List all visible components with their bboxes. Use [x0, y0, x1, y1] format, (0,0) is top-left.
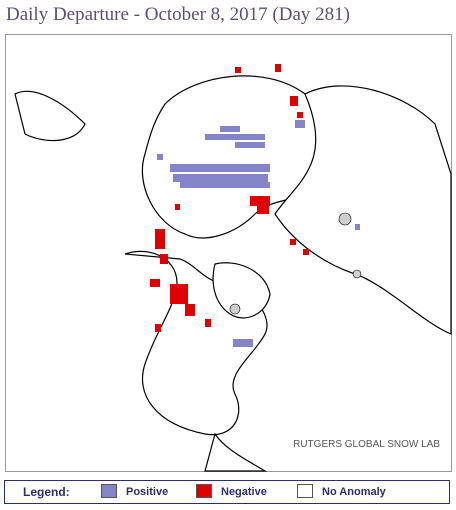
- anomaly-cell: [257, 206, 269, 214]
- anomaly-cell: [297, 112, 303, 118]
- anomaly-cell: [157, 154, 163, 160]
- anomaly-cell: [160, 254, 168, 264]
- anomaly-cell: [235, 142, 265, 148]
- anomaly-cell: [155, 229, 165, 249]
- anomaly-cell: [233, 339, 253, 347]
- anomaly-cell: [170, 284, 188, 304]
- map: RUTGERS GLOBAL SNOW LAB: [5, 34, 452, 472]
- anomaly-cell: [205, 319, 211, 327]
- anomaly-cell: [290, 239, 296, 245]
- anomaly-cell: [220, 126, 240, 132]
- anomaly-cell: [173, 174, 268, 182]
- anomaly-cell: [180, 182, 270, 188]
- anomaly-cell: [355, 224, 360, 230]
- legend-swatch: [101, 484, 117, 498]
- anomaly-cell: [155, 324, 161, 332]
- anomaly-cell: [290, 96, 298, 106]
- anomaly-cell: [303, 249, 309, 255]
- anomaly-cell: [205, 134, 265, 140]
- legend: Legend: Positive Negative No Anomaly: [4, 480, 450, 504]
- anomaly-cell: [170, 164, 270, 172]
- anomaly-cell: [150, 279, 160, 287]
- legend-text: No Anomaly: [322, 486, 386, 498]
- anomaly-cell: [250, 196, 270, 206]
- anomaly-cell: [175, 204, 180, 210]
- anomaly-cell: [295, 120, 305, 128]
- coastlines: [14, 75, 452, 472]
- anomaly-cells: [150, 64, 360, 347]
- anomaly-cell: [275, 64, 281, 72]
- legend-swatch: [196, 484, 212, 498]
- title: Daily Departure - October 8, 2017 (Day 2…: [6, 4, 350, 25]
- legend-text: Negative: [221, 486, 267, 498]
- anomaly-cell: [185, 304, 195, 316]
- lakes: [229, 212, 362, 315]
- watermark: RUTGERS GLOBAL SNOW LAB: [293, 439, 440, 450]
- legend-label: Legend:: [23, 485, 70, 499]
- anomaly-cell: [235, 67, 241, 73]
- legend-text: Positive: [126, 486, 169, 498]
- legend-swatch: [297, 484, 313, 498]
